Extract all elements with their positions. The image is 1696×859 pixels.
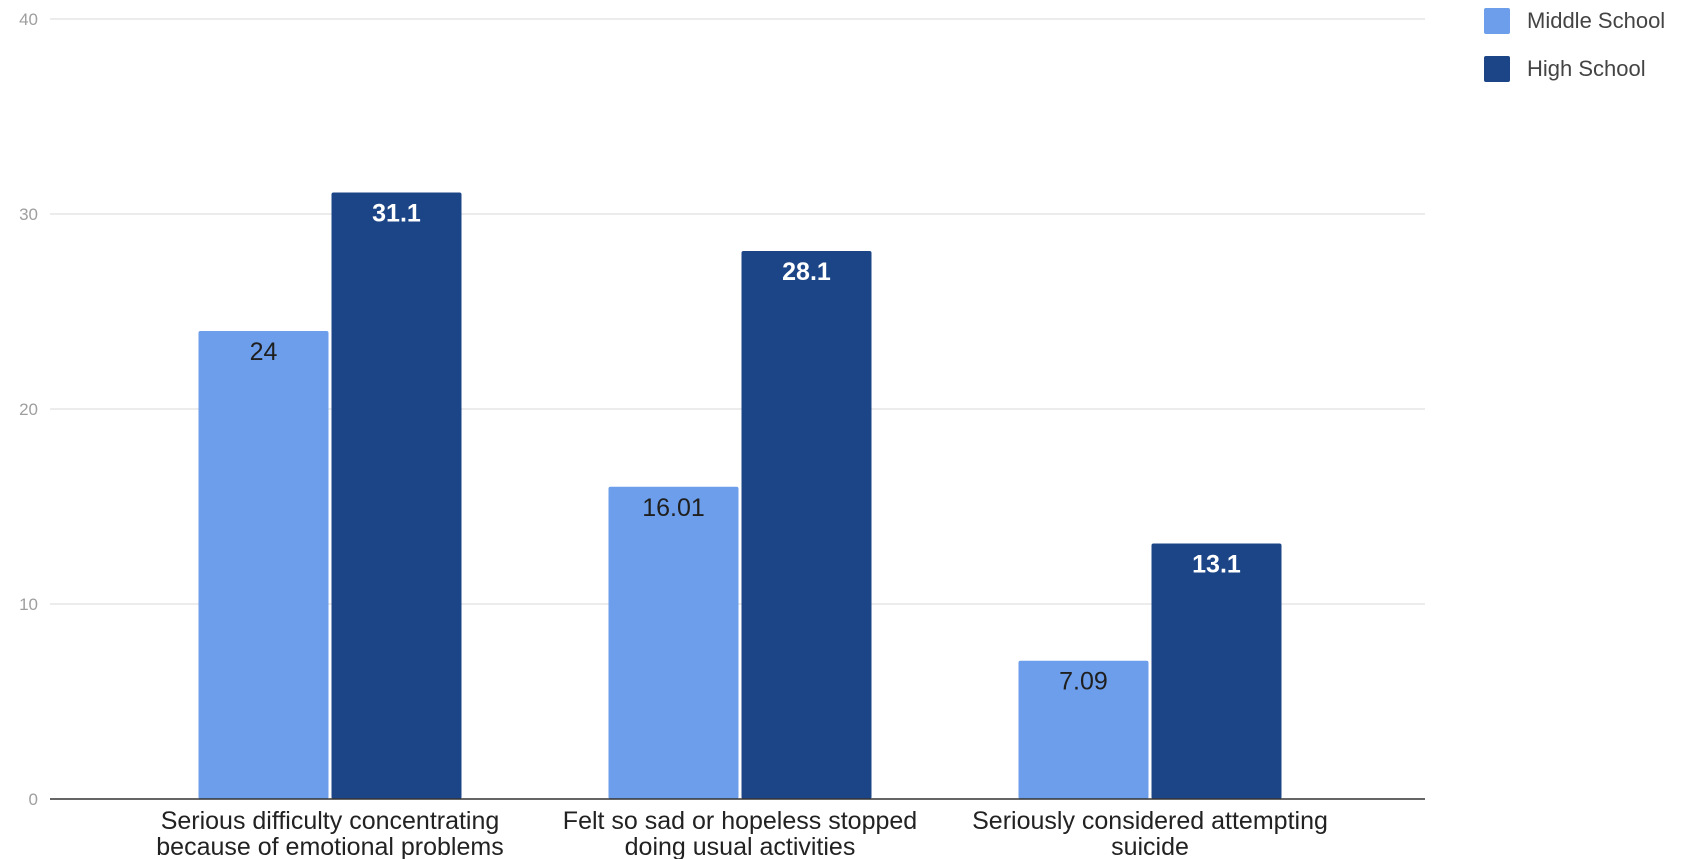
x-tick-label: because of emotional problems [156, 833, 503, 859]
y-tick-label: 40 [19, 10, 38, 29]
bar-middle-school [198, 331, 329, 799]
data-label: 31.1 [372, 200, 421, 228]
data-label: 13.1 [1192, 551, 1241, 579]
y-tick-label: 20 [19, 400, 38, 419]
data-label: 16.01 [642, 494, 705, 522]
data-label: 7.09 [1059, 668, 1108, 696]
x-axis: Serious difficulty concentratingbecause … [50, 798, 1425, 859]
legend-swatch [1484, 56, 1510, 82]
y-tick-label: 0 [29, 790, 38, 809]
x-tick-label: Serious difficulty concentrating [161, 807, 500, 835]
x-tick-label: doing usual activities [625, 833, 856, 859]
data-label: 28.1 [782, 258, 831, 286]
bar-middle-school [608, 486, 739, 799]
x-tick-label: Felt so sad or hopeless stopped [563, 807, 917, 835]
legend-swatch [1484, 8, 1510, 34]
data-label: 24 [250, 338, 278, 366]
x-tick-label: Seriously considered attempting [972, 807, 1328, 835]
bar-high-school [331, 192, 462, 800]
y-tick-label: 30 [19, 205, 38, 224]
y-tick-label: 10 [19, 595, 38, 614]
legend: Middle School High School [1484, 8, 1665, 82]
bar-middle-school [1018, 660, 1149, 799]
y-axis: 0 10 20 30 40 [19, 10, 38, 809]
bar-high-school [1151, 543, 1282, 799]
bars [198, 192, 1282, 800]
bar-high-school [741, 251, 872, 800]
legend-label: Middle School [1527, 8, 1665, 33]
data-labels: 24 16.01 7.09 31.1 28.1 13.1 [250, 200, 1241, 696]
legend-label: High School [1527, 56, 1646, 81]
x-tick-label: suicide [1111, 833, 1189, 859]
